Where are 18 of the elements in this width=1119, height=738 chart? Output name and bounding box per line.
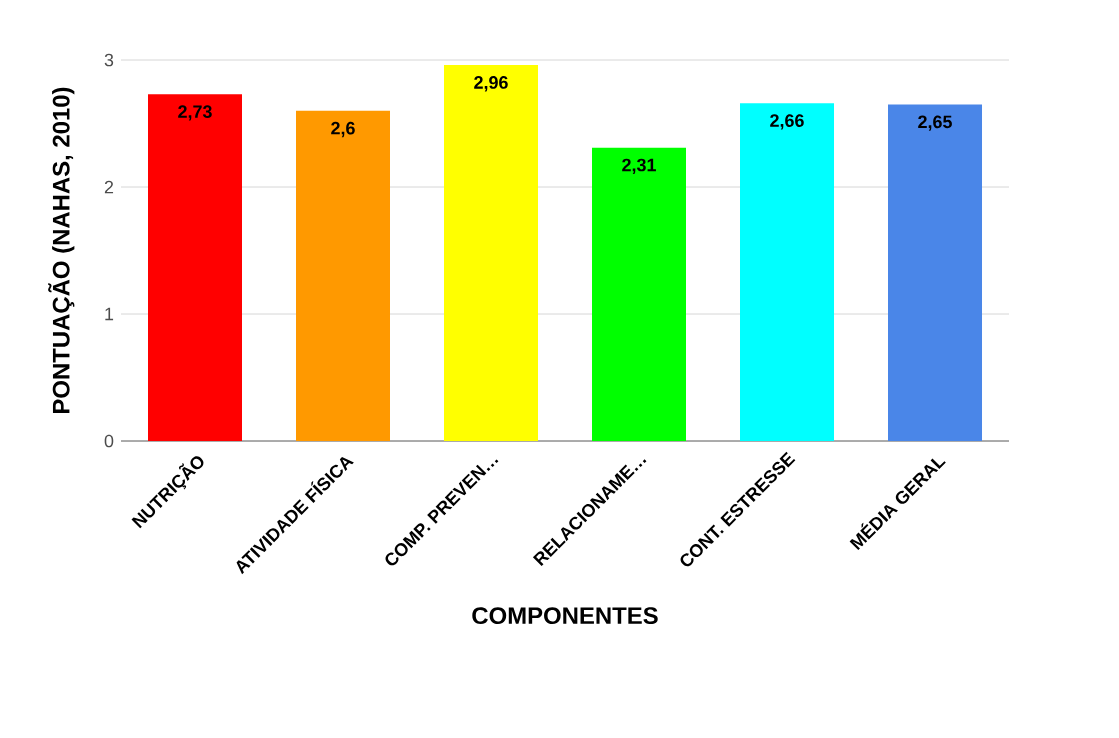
y-tick-label: 1 [105,307,114,321]
y-tick-label: 0 [104,434,114,448]
bar [148,94,242,441]
data-label: 2,73 [178,105,212,121]
data-label: 2,96 [474,76,508,92]
bar [740,103,835,441]
data-label: 2,65 [918,115,952,131]
bar [888,104,983,441]
y-tick-label: 3 [104,53,114,67]
data-label: 2,6 [331,121,355,138]
bar [444,65,538,441]
bar [296,110,390,441]
bar [592,147,686,441]
data-label: 2,66 [770,114,804,130]
x-axis-title: COMPONENTES [472,607,658,625]
y-axis-title: PONTUAÇÃO (NAHAS, 2010) [48,87,75,413]
data-label: 2,31 [622,158,656,174]
y-tick-label: 2 [104,180,114,194]
